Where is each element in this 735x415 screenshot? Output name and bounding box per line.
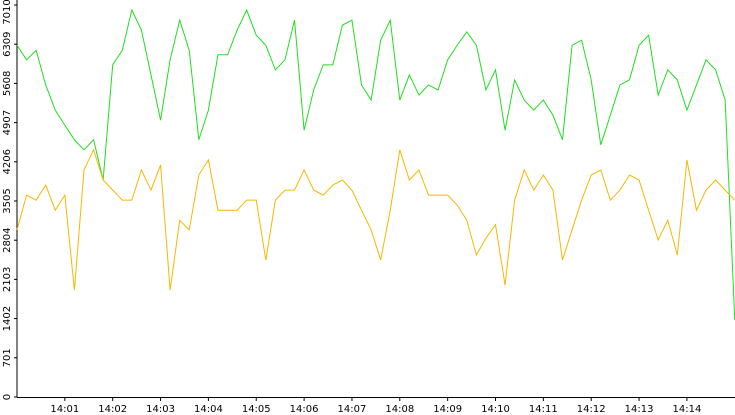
x-tick-label: 14:02 — [98, 404, 127, 415]
y-tick-label: 4907 — [2, 110, 13, 135]
x-tick-label: 14:12 — [577, 404, 606, 415]
x-tick-label: 14:03 — [146, 404, 175, 415]
y-tick-label: 3505 — [2, 188, 13, 213]
x-tick-label: 14:09 — [433, 404, 462, 415]
x-tick-label: 14:08 — [385, 404, 414, 415]
x-tick-label: 14:05 — [242, 404, 271, 415]
x-tick-label: 14:14 — [672, 404, 701, 415]
x-tick-label: 14:11 — [529, 404, 558, 415]
x-tick-label: 14:13 — [625, 404, 654, 415]
series-line — [16, 148, 735, 291]
y-tick-label: 6309 — [2, 31, 13, 56]
y-tick-label: 1402 — [2, 306, 13, 331]
series-line — [16, 8, 735, 320]
y-tick-label: 5608 — [2, 71, 13, 96]
y-tick-label: 2103 — [2, 267, 13, 292]
x-tick-label: 14:10 — [481, 404, 510, 415]
x-tick-label: 14:07 — [338, 404, 367, 415]
x-tick-label: 14:04 — [194, 404, 223, 415]
y-tick-label: 0 — [2, 394, 13, 400]
y-tick-label: 7010 — [2, 0, 13, 25]
x-tick-label: 14:06 — [290, 404, 319, 415]
y-tick-label: 701 — [2, 348, 13, 367]
y-tick-label: 2804 — [2, 227, 13, 252]
y-tick-label: 4206 — [2, 149, 13, 174]
x-tick-label: 14:01 — [50, 404, 79, 415]
